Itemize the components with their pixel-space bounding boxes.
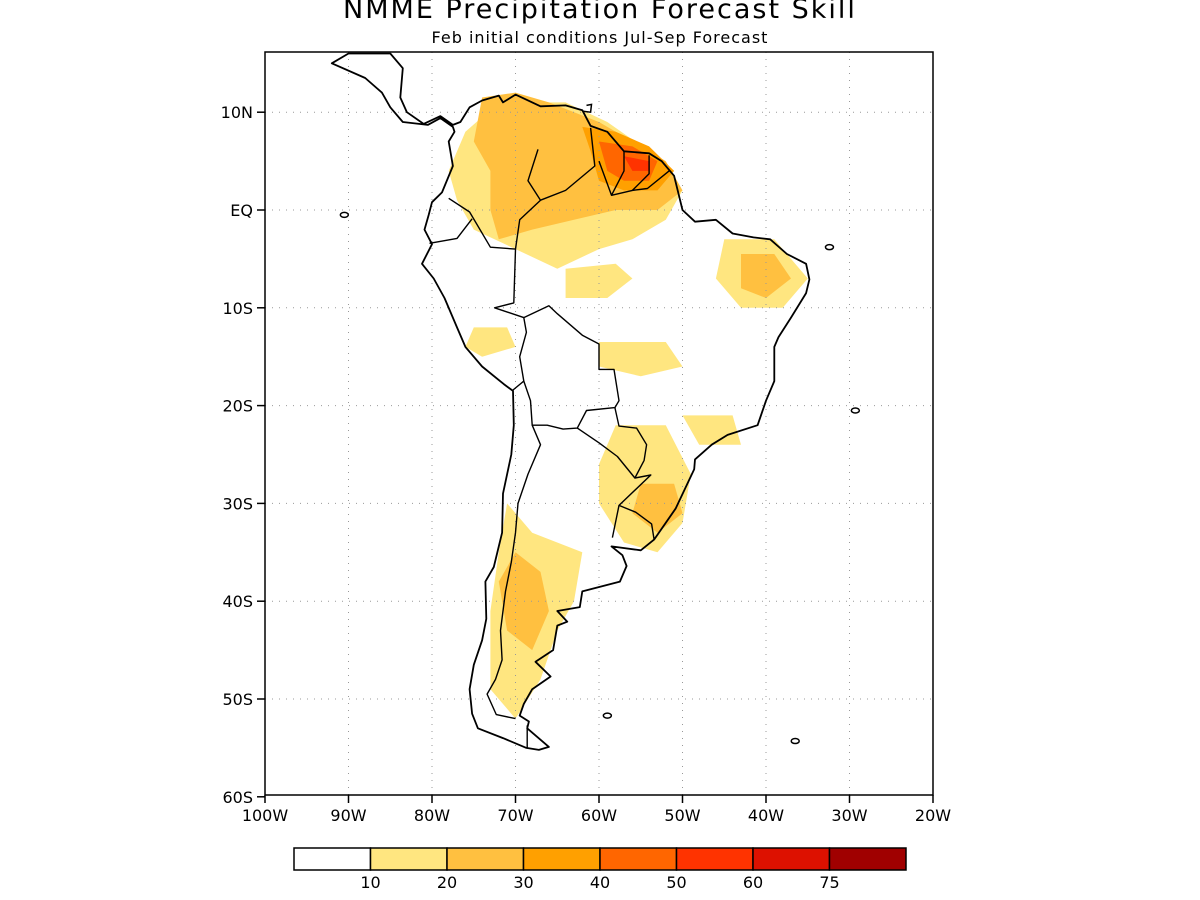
skill-region-level-2 [473,92,683,240]
colorbar: 10 20 30 40 50 60 75 [293,847,907,892]
colorbar-swatch [828,847,907,871]
skill-region-level-1 [599,342,683,377]
skill-region-level-1 [565,263,633,298]
island-falklands [602,712,613,719]
country-border [631,155,650,191]
map-subtitle: Feb initial conditions Jul-Sep Forecast [431,28,769,47]
island-trindade [850,407,861,414]
skill-region-level-1 [465,327,516,357]
gridlines [265,52,933,795]
country-border [448,149,542,250]
lat-tick-label: 10S [222,299,253,318]
lon-tick-label: 50W [664,806,700,825]
lat-tick-label: EQ [230,201,253,220]
island-south-georgia [790,737,800,745]
country-border [486,424,542,720]
country-border [618,504,655,540]
lon-tick-label: 100W [242,806,289,825]
lon-tick-label: 90W [330,806,366,825]
country-border [610,151,625,196]
lat-tick-label: 20S [222,397,253,416]
colorbar-label: 40 [590,873,610,892]
country-border [611,474,652,538]
colorbar-swatch [675,847,754,871]
continent-coastline [330,52,811,751]
map-title: NMME Precipitation Forecast Skill [343,0,857,25]
colorbar-swatch [599,847,678,871]
skill-region-level-1 [682,415,741,445]
country-border [523,380,615,430]
colorbar-label: 60 [743,873,763,892]
colorbar-swatch [369,847,448,871]
lon-tick-label: 60W [581,806,617,825]
country-border [576,407,648,479]
skill-region-level-2 [498,552,549,651]
lon-tick-label: 80W [414,806,450,825]
colorbar-label: 20 [437,873,457,892]
colorbar-label: 50 [666,873,686,892]
lat-tick-label: 50S [222,690,253,709]
colorbar-swatch [752,847,831,871]
island-hispaniola [482,15,529,32]
lon-tick-label: 20W [915,806,951,825]
skill-shading-layer [448,92,808,719]
lat-tick-label: 10N [221,103,253,122]
country-border [523,305,620,408]
country-border [540,127,596,201]
island-galapagos [339,211,350,219]
colorbar-swatch [446,847,525,871]
coastline-layer [330,15,861,751]
lat-tick-label: 40S [222,592,253,611]
colorbar-label: 75 [819,873,839,892]
lon-tick-label: 30W [831,806,867,825]
lat-tick-label: 60S [222,788,253,807]
skill-region-level-5 [624,156,650,171]
colorbar-swatch [293,847,372,871]
lon-tick-label: 70W [497,806,533,825]
island-fernando-de-noronha [824,243,835,251]
colorbar-label: 30 [513,873,533,892]
island-trinidad [583,103,593,114]
colorbar-swatch [522,847,601,871]
colorbar-label: 10 [360,873,380,892]
country-border [493,249,528,391]
lat-tick-label: 30S [222,494,253,513]
skill-region-level-2 [632,483,683,533]
country-border [429,218,473,244]
lon-tick-label: 40W [748,806,784,825]
